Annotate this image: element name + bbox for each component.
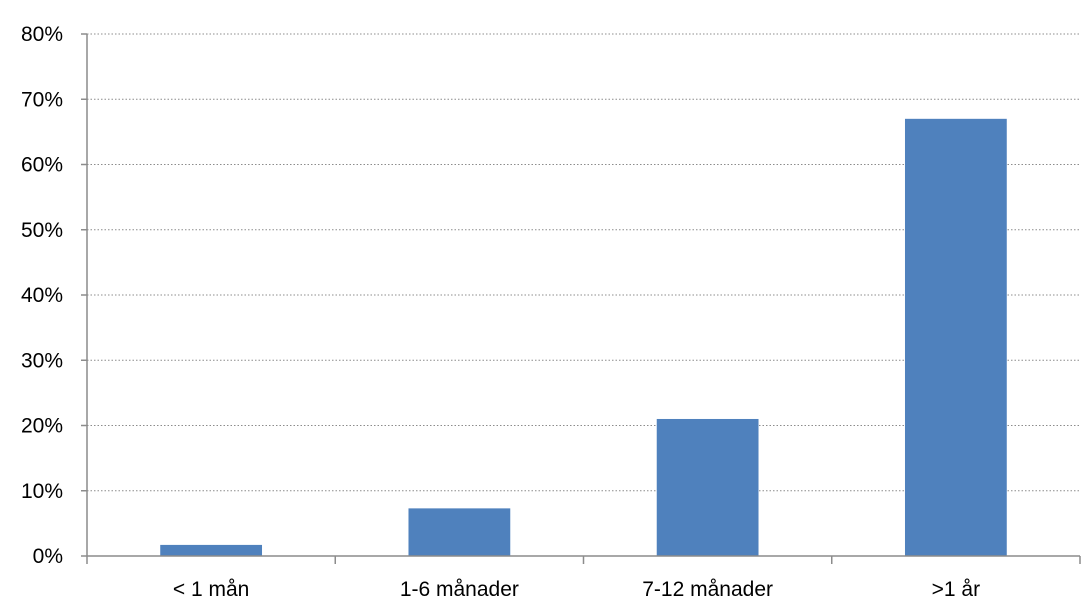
y-tick-label: 10% — [21, 480, 63, 503]
bar — [904, 118, 1007, 556]
x-category-label: 7-12 månader — [642, 578, 773, 600]
y-tick-label: 60% — [21, 154, 63, 177]
axes — [81, 33, 1081, 564]
y-tick-label: 50% — [21, 219, 63, 242]
y-tick-label: 30% — [21, 349, 63, 372]
bar — [656, 418, 759, 556]
y-tick-labels: 0% 10% 20% 30% 40% 50% 60% 70% 80% — [21, 23, 63, 568]
bar — [160, 544, 263, 556]
x-category-label: 1-6 månader — [400, 578, 519, 600]
bars — [160, 118, 1007, 556]
x-category-label: < 1 mån — [173, 578, 249, 600]
x-category-labels: < 1 mån 1-6 månader 7-12 månader >1 år — [173, 578, 980, 600]
bar — [408, 508, 511, 556]
y-tick-label: 70% — [21, 88, 63, 111]
y-tick-label: 80% — [21, 23, 63, 46]
x-category-label: >1 år — [932, 578, 980, 600]
y-tick-label: 0% — [33, 545, 63, 568]
y-tick-label: 20% — [21, 415, 63, 438]
y-tick-label: 40% — [21, 284, 63, 307]
